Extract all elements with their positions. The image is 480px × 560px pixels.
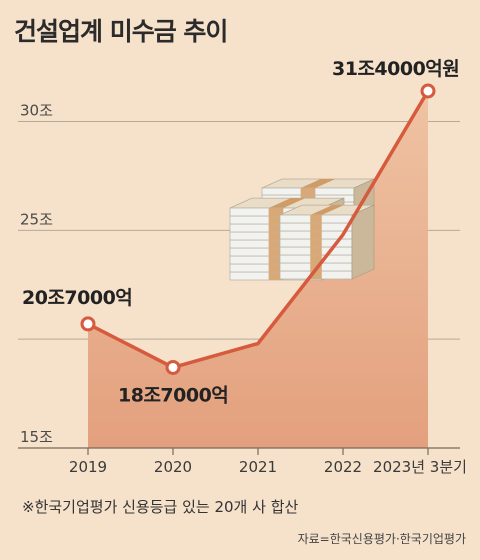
y-tick-label: 15조 [20,428,53,446]
data-label: 31조4000억원 [332,58,459,80]
series-line [87,90,430,370]
x-tick-label: 2023년 3분기 [373,458,467,476]
chart-title: 건설업계 미수금 추이 [14,17,228,46]
series-area [88,91,428,448]
data-label: 18조7000억 [118,384,228,406]
x-tick-label: 2021 [239,458,277,476]
chart-plot: 15조 25조 30조 2019 2020 2021 2022 2023년 3분기 20조70… [18,58,467,476]
source-credit: 자료=한국신용평가·한국기업평가 [297,532,466,546]
y-tick-label: 25조 [20,210,53,228]
data-point [165,359,181,375]
y-tick-label: 30조 [20,101,53,119]
data-label: 20조7000억 [22,287,132,309]
banknotes-icon [229,178,375,281]
data-point [80,316,96,332]
footnote: ※한국기업평가 신용등급 있는 20개 사 합산 [22,498,299,516]
x-tick-label: 2020 [154,458,192,476]
x-tick-label: 2022 [324,458,362,476]
data-point [420,83,436,99]
x-tick-label: 2019 [69,458,107,476]
